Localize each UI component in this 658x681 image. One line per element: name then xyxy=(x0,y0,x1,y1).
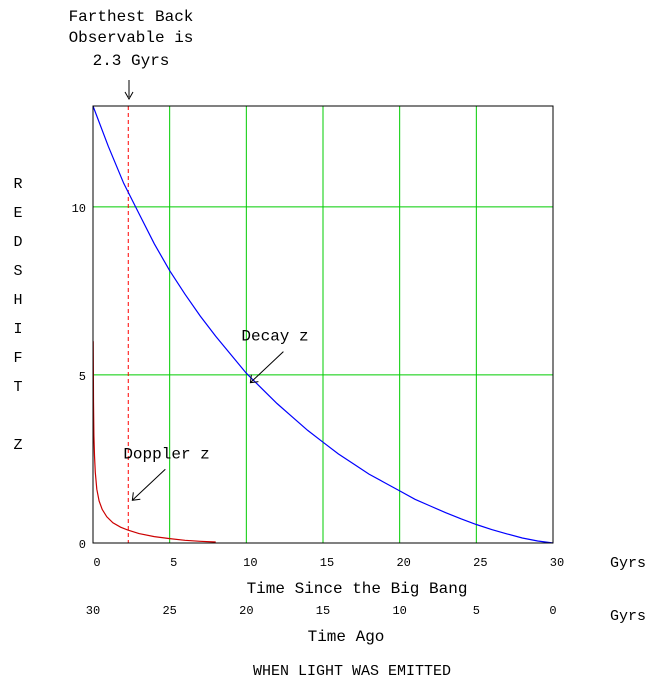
y-axis-label-letter: S xyxy=(13,263,22,280)
x2-tick-label: 20 xyxy=(239,604,253,618)
y-tick-label: 10 xyxy=(72,202,86,216)
plot-frame xyxy=(92,105,554,544)
y-tick-label: 5 xyxy=(79,370,86,384)
observable-arrow-head xyxy=(124,91,134,101)
observable-note-line-3: 2.3 Gyrs xyxy=(93,52,170,70)
x-axis-label-time-ago: Time Ago xyxy=(308,628,385,646)
annotation-arrow-head xyxy=(249,374,259,384)
y-axis-label-letter: I xyxy=(13,321,22,338)
doppler-z-line xyxy=(92,341,216,543)
x2-tick-label: 5 xyxy=(473,604,480,618)
annotation-arrow xyxy=(250,351,284,384)
x-tick-label: 20 xyxy=(396,556,410,570)
x-tick-label: 10 xyxy=(243,556,257,570)
x2-tick-label: 30 xyxy=(86,604,100,618)
y-tick-label: 0 xyxy=(79,538,86,552)
y-axis-label-letter: E xyxy=(13,205,22,222)
decay-z-line xyxy=(92,105,554,544)
y-axis-label-letter: D xyxy=(13,234,22,251)
x2-tick-label: 25 xyxy=(162,604,176,618)
x-tick-label: 30 xyxy=(550,556,564,570)
y-axis-label-letter: Z xyxy=(13,437,22,454)
x-tick-label: 15 xyxy=(320,556,334,570)
observable-note-line-2: Observable is xyxy=(69,29,194,47)
y-axis-label-letter: R xyxy=(13,176,22,193)
y-axis-label-letter: F xyxy=(13,350,22,367)
annotation-arrow-head xyxy=(131,492,141,501)
observable-note-line-1: Farthest Back xyxy=(69,8,194,26)
series-annotation-label: Decay z xyxy=(241,328,308,346)
x-unit-label: Gyrs xyxy=(610,555,646,572)
x-tick-label: 0 xyxy=(93,556,100,570)
x-axis-label: Time Since the Big Bang xyxy=(247,580,468,598)
grid-lines xyxy=(93,106,553,543)
footer-caption: WHEN LIGHT WAS EMITTED xyxy=(253,663,451,680)
y-axis-label-letter: T xyxy=(13,379,22,396)
annotation-arrow xyxy=(131,468,166,501)
series-annotation-label: Doppler z xyxy=(123,445,209,463)
series-group xyxy=(92,105,554,544)
x2-tick-label: 10 xyxy=(392,604,406,618)
annotations: Decay z Doppler z xyxy=(123,328,309,501)
x-tick-label: 25 xyxy=(473,556,487,570)
y-axis-label-letter: H xyxy=(13,292,22,309)
x2-tick-label: 15 xyxy=(316,604,330,618)
x2-tick-label: 0 xyxy=(549,604,556,618)
x2-unit-label: Gyrs xyxy=(610,608,646,625)
x-tick-label: 5 xyxy=(170,556,177,570)
